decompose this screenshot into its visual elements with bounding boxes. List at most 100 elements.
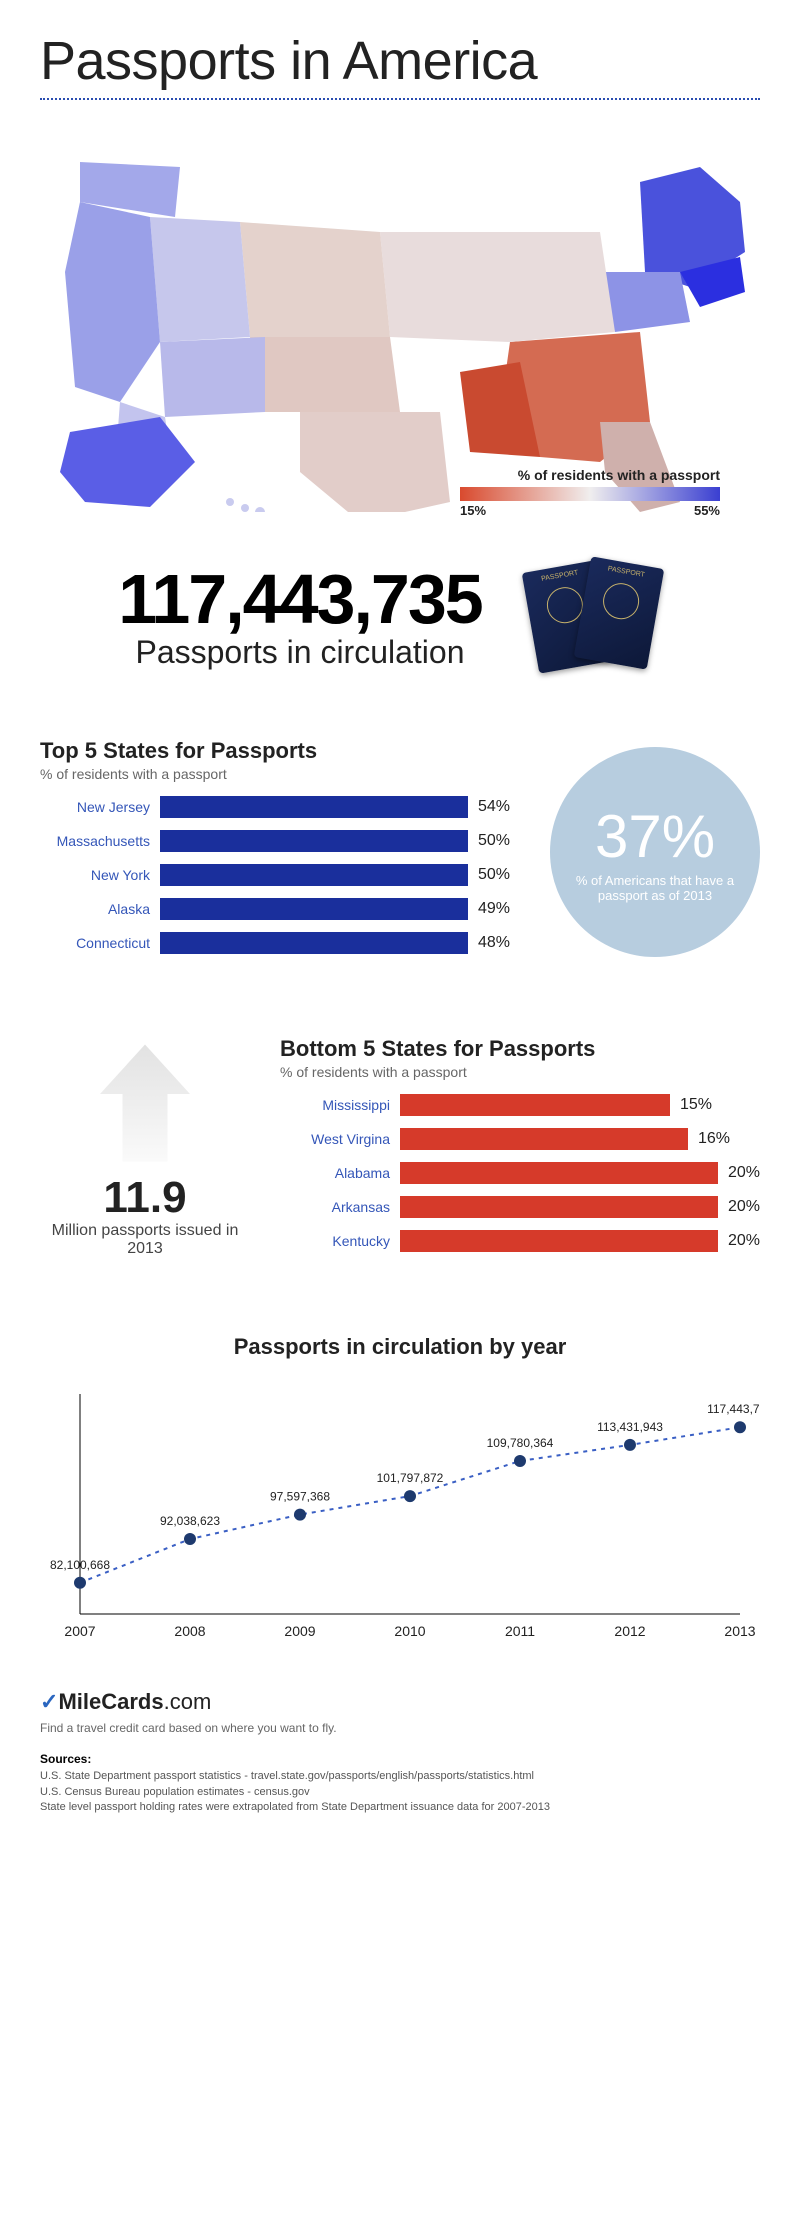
bar-pct: 50% — [478, 866, 510, 884]
bar-fill — [400, 1196, 718, 1218]
top5-sub: % of residents with a passport — [40, 766, 510, 782]
us-choropleth-map: % of residents with a passport 15% 55% — [40, 122, 760, 512]
sources-heading: Sources: — [40, 1751, 760, 1768]
bar-fill — [160, 864, 468, 886]
legend-gradient — [460, 487, 720, 501]
bottom5-barlist: Mississippi15%West Virgina16%Alabama20%A… — [280, 1094, 760, 1252]
bar-row: Mississippi 15% — [280, 1094, 760, 1116]
svg-text:2013: 2013 — [724, 1623, 755, 1639]
bar-fill — [160, 932, 468, 954]
circle-text: % of Americans that have a passport as o… — [550, 873, 760, 903]
bar-row: Massachusetts 50% — [40, 830, 510, 852]
svg-text:113,431,943: 113,431,943 — [597, 1420, 663, 1434]
top5-barlist: New Jersey 54% Massachusetts 50% New York 50%… — [40, 796, 510, 954]
source-line: U.S. Census Bureau population estimates … — [40, 1785, 760, 1800]
map-svg — [40, 122, 760, 512]
bar-pct: 50% — [478, 832, 510, 850]
bar-wrap: 50% — [160, 864, 510, 886]
brand-logo: ✓MileCards.com — [40, 1687, 760, 1718]
bar-fill — [400, 1128, 688, 1150]
circulation-text: 117,443,735 Passports in circulation — [118, 564, 481, 671]
bar-wrap: 15% — [400, 1094, 760, 1116]
legend-label: % of residents with a passport — [460, 467, 720, 483]
legend-min: 15% — [460, 503, 486, 518]
svg-text:2007: 2007 — [64, 1623, 95, 1639]
bar-label: Alaska — [40, 901, 160, 917]
bar-wrap: 16% — [400, 1128, 760, 1150]
bar-label: New York — [40, 867, 160, 883]
bar-label: Mississippi — [280, 1097, 400, 1113]
svg-text:2010: 2010 — [394, 1623, 425, 1639]
bar-label: Alabama — [280, 1165, 400, 1181]
svg-text:2012: 2012 — [614, 1623, 645, 1639]
bar-fill — [160, 898, 468, 920]
brand-tagline: Find a travel credit card based on where… — [40, 1720, 760, 1737]
bottom5-sub: % of residents with a passport — [280, 1064, 760, 1080]
bar-row: Kentucky 20% — [280, 1230, 760, 1252]
bar-pct: 16% — [698, 1130, 730, 1148]
svg-text:97,597,368: 97,597,368 — [270, 1490, 330, 1504]
bar-pct: 20% — [728, 1198, 760, 1216]
bar-pct: 20% — [728, 1232, 760, 1250]
infographic-page: Passports in America — [0, 0, 800, 1836]
legend-max: 55% — [694, 503, 720, 518]
bar-fill — [160, 796, 468, 818]
bar-label: Connecticut — [40, 935, 160, 951]
title-divider — [40, 98, 760, 100]
circulation-number: 117,443,735 — [118, 564, 481, 634]
up-arrow-icon — [100, 1043, 190, 1163]
brand-dotcom: .com — [164, 1689, 212, 1714]
check-icon: ✓ — [40, 1689, 58, 1714]
source-line: State level passport holding rates were … — [40, 1800, 760, 1815]
bar-pct: 20% — [728, 1164, 760, 1182]
svg-text:2011: 2011 — [505, 1623, 535, 1639]
bar-row: Arkansas 20% — [280, 1196, 760, 1218]
bar-fill — [160, 830, 468, 852]
top5-section: Top 5 States for Passports % of resident… — [40, 738, 760, 966]
svg-text:117,443,735: 117,443,735 — [707, 1402, 760, 1416]
bar-wrap: 49% — [160, 898, 510, 920]
bar-wrap: 20% — [400, 1162, 760, 1184]
bar-row: Connecticut 48% — [40, 932, 510, 954]
svg-text:82,100,668: 82,100,668 — [50, 1558, 110, 1572]
bar-fill — [400, 1230, 718, 1252]
svg-text:101,797,872: 101,797,872 — [377, 1471, 444, 1485]
line-chart: 82,100,668200792,038,623200897,597,36820… — [40, 1374, 760, 1654]
circulation-section: 117,443,735 Passports in circulation PAS… — [40, 562, 760, 672]
brand-cards: Cards — [101, 1689, 163, 1714]
bottom5-bars: Bottom 5 States for Passports % of resid… — [280, 1036, 760, 1264]
bar-wrap: 20% — [400, 1196, 760, 1218]
bottom5-heading: Bottom 5 States for Passports — [280, 1036, 760, 1062]
issued-callout: 11.9 Million passports issued in 2013 — [40, 1043, 250, 1258]
bar-label: Arkansas — [280, 1199, 400, 1215]
bar-pct: 48% — [478, 934, 510, 952]
sources-list: U.S. State Department passport statistic… — [40, 1769, 760, 1815]
map-legend: % of residents with a passport 15% 55% — [460, 467, 720, 518]
bar-pct: 15% — [680, 1096, 712, 1114]
bar-row: New York 50% — [40, 864, 510, 886]
percent-americans-circle: 37% % of Americans that have a passport … — [550, 747, 760, 957]
bar-fill — [400, 1162, 718, 1184]
bar-pct: 54% — [478, 798, 510, 816]
legend-ticks: 15% 55% — [460, 503, 720, 518]
bar-label: Massachusetts — [40, 833, 160, 849]
footer: ✓MileCards.com Find a travel credit card… — [40, 1687, 760, 1816]
bar-row: Alaska 49% — [40, 898, 510, 920]
bar-row: New Jersey 54% — [40, 796, 510, 818]
bar-label: Kentucky — [280, 1233, 400, 1249]
line-chart-title: Passports in circulation by year — [40, 1334, 760, 1360]
bottom5-section: 11.9 Million passports issued in 2013 Bo… — [40, 1036, 760, 1264]
bar-wrap: 54% — [160, 796, 510, 818]
brand-mile: Mile — [58, 1689, 101, 1714]
bar-row: Alabama 20% — [280, 1162, 760, 1184]
line-chart-section: Passports in circulation by year 82,100,… — [40, 1334, 760, 1659]
issued-text: Million passports issued in 2013 — [40, 1222, 250, 1258]
bar-label: New Jersey — [40, 799, 160, 815]
bar-pct: 49% — [478, 900, 510, 918]
bar-label: West Virgina — [280, 1131, 400, 1147]
svg-text:2009: 2009 — [284, 1623, 315, 1639]
bar-wrap: 48% — [160, 932, 510, 954]
bar-wrap: 20% — [400, 1230, 760, 1252]
bar-fill — [400, 1094, 670, 1116]
circulation-label: Passports in circulation — [118, 634, 481, 671]
